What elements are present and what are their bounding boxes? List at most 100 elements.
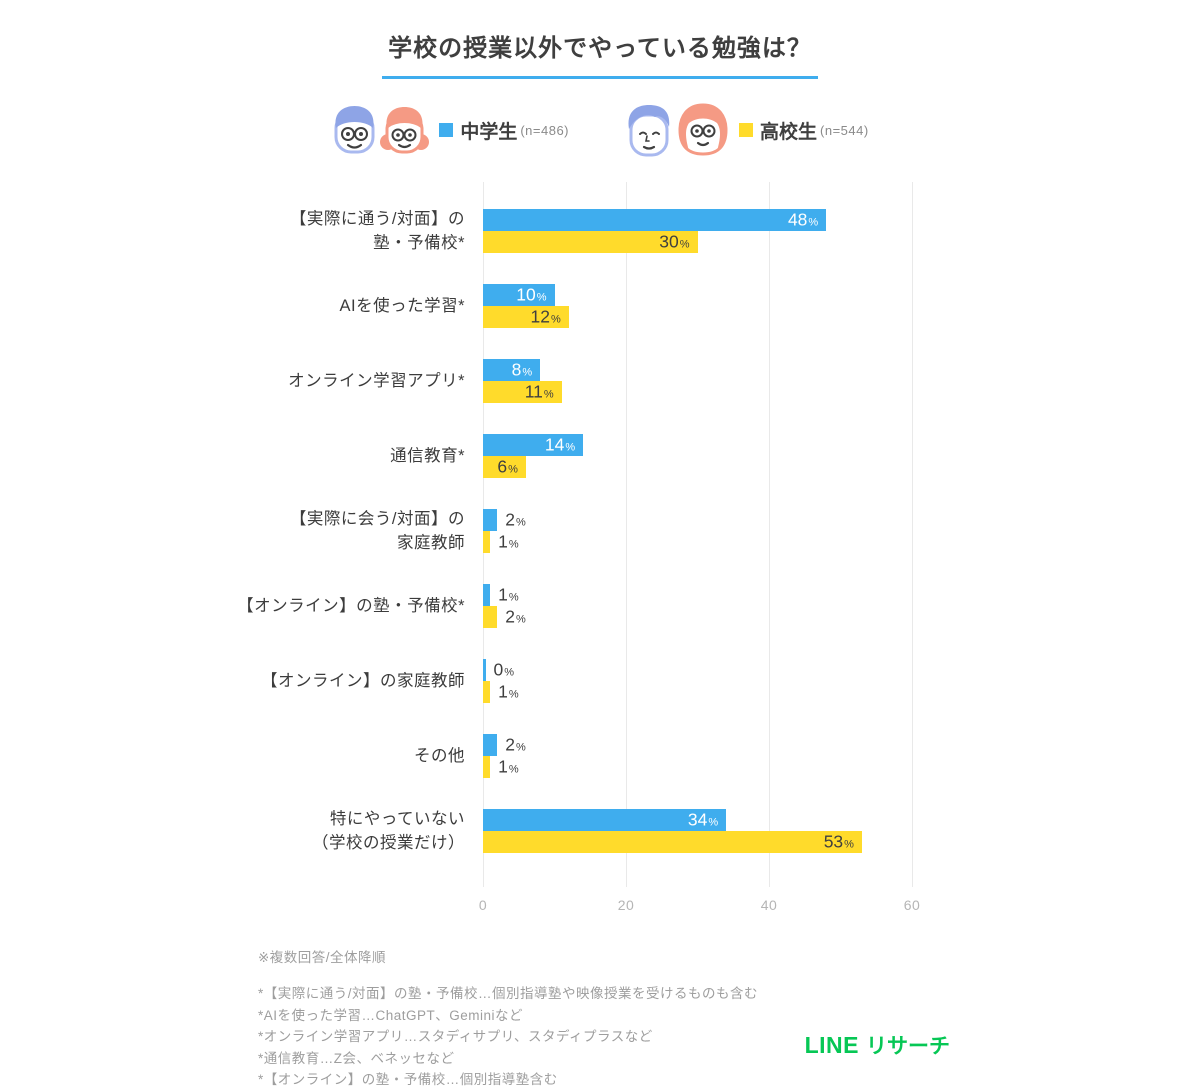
bar-中学生: 1% <box>483 584 519 606</box>
value-label: 2% <box>505 734 526 755</box>
middle-school-girl-icon <box>380 107 430 154</box>
high-school-boy-icon <box>628 105 670 157</box>
bar-row: 【実際に会う/対面】の 家庭教師 2% 1% <box>0 509 1200 584</box>
value-label: 8% <box>511 359 533 380</box>
value-label: 14% <box>544 434 576 455</box>
category-label: その他 <box>414 747 465 765</box>
bar-row: AIを使った学習* 10% 12% <box>0 284 1200 359</box>
bar-高校生: 1% <box>483 681 519 703</box>
legend-label-middle-school: 中学生 <box>460 121 518 143</box>
value-label: 11% <box>524 381 554 402</box>
bar-row: 通信教育* 14% 6% <box>0 434 1200 509</box>
chart-notes: ※複数回答/全体降順 *【実際に通う/対面】の塾・予備校…個別指導塾や映像授業を… <box>258 946 1200 1091</box>
legend-high-school: 高校生 (n=544) <box>625 103 869 157</box>
footnotes: *【実際に通う/対面】の塾・予備校…個別指導塾や映像授業を受けるものも含む *AI… <box>258 983 1200 1091</box>
x-axis-tick-label: 0 <box>478 897 488 913</box>
value-label: 12% <box>530 306 561 327</box>
legend-swatch-middle-school <box>439 123 454 137</box>
value-label: 2% <box>505 606 526 627</box>
chart-rows: 【実際に通う/対面】の 塾・予備校* 48% 30% AIを使った学習* 10% 12% オン… <box>0 182 1200 884</box>
bar-group: 10% 12% <box>483 284 1200 328</box>
bar-高校生: 12% <box>483 306 569 328</box>
bar-group: 2% 1% <box>483 509 1200 553</box>
footnote-line: *AIを使った学習…ChatGPT、Geminiなど <box>258 1007 524 1023</box>
header: 学校の授業以外でやっている勉強は？ <box>0 0 1200 79</box>
bar-中学生: 2% <box>483 509 526 531</box>
middle-school-boy-icon <box>334 106 375 154</box>
bar-中学生: 8% <box>483 359 541 381</box>
category-label: 【実際に会う/対面】の 家庭教師 <box>289 510 465 552</box>
x-axis-tick-label: 60 <box>903 897 921 913</box>
category-label: AIを使った学習* <box>339 297 465 315</box>
bar-row: オンライン学習アプリ* 8% 11% <box>0 359 1200 434</box>
bar-row: 【実際に通う/対面】の 塾・予備校* 48% 30% <box>0 209 1200 284</box>
legend-swatch-high-school <box>739 123 753 137</box>
line-research-logo: LINE リサーチ <box>805 1030 950 1060</box>
legend-n-high-school: (n=544) <box>820 122 869 138</box>
bar-中学生: 34% <box>483 809 727 831</box>
bar-高校生: 6% <box>483 456 526 478</box>
bar-row: 【オンライン】の家庭教師 0% 1% <box>0 659 1200 734</box>
x-axis-tick-label: 40 <box>760 897 778 913</box>
x-axis-tick-label: 20 <box>617 897 635 913</box>
footnote-line: *【実際に通う/対面】の塾・予備校…個別指導塾や映像授業を受けるものも含む <box>258 986 759 1001</box>
bar-中学生: 10% <box>483 284 555 306</box>
bar-group: 1% 2% <box>483 584 1200 628</box>
bar-group: 34% 53% <box>483 809 1200 853</box>
bar-row: その他 2% 1% <box>0 734 1200 809</box>
value-label: 1% <box>498 681 519 702</box>
bar-group: 14% 6% <box>483 434 1200 478</box>
category-label: 【オンライン】の塾・予備校* <box>237 597 465 615</box>
gridline <box>769 182 770 887</box>
legend-middle-school: 中学生 (n=486) <box>331 104 569 156</box>
value-label: 34% <box>687 809 719 830</box>
category-label: 特にやっていない （学校の授業だけ） <box>312 810 465 852</box>
category-label: 【オンライン】の家庭教師 <box>261 672 465 690</box>
value-label: 0% <box>493 659 515 680</box>
bar-group: 8% 11% <box>483 359 1200 403</box>
middle-school-students-icon <box>331 104 430 156</box>
bar-group: 2% 1% <box>483 734 1200 778</box>
gridline <box>912 182 913 887</box>
category-label: オンライン学習アプリ* <box>288 372 465 390</box>
bar-高校生: 53% <box>483 831 862 853</box>
value-label: 53% <box>823 831 854 852</box>
answer-type-note: ※複数回答/全体降順 <box>258 950 387 965</box>
value-label: 2% <box>505 509 526 530</box>
bar-中学生: 0% <box>483 659 514 681</box>
gridline <box>626 182 627 887</box>
legend-label-high-school: 高校生 <box>760 121 818 143</box>
bar-row: 【オンライン】の塾・予備校* 1% 2% <box>0 584 1200 659</box>
footnote-line: *オンライン学習アプリ…スタディサプリ、スタディプラスなど <box>258 1029 653 1044</box>
bar-group: 0% 1% <box>483 659 1200 703</box>
bar-高校生: 2% <box>483 606 526 628</box>
value-label: 1% <box>498 756 519 777</box>
bar-高校生: 30% <box>483 231 698 253</box>
high-school-students-icon <box>625 103 729 157</box>
bar-高校生: 1% <box>483 531 519 553</box>
logo-service-text: リサーチ <box>866 1035 950 1058</box>
bar-高校生: 1% <box>483 756 519 778</box>
value-label: 1% <box>498 584 519 605</box>
category-label: 【実際に通う/対面】の 塾・予備校* <box>289 210 465 252</box>
footnote-line: *通信教育…Z会、ベネッセなど <box>258 1050 455 1066</box>
bar-row: 特にやっていない （学校の授業だけ） 34% 53% <box>0 809 1200 884</box>
footnote-line: *【オンライン】の塾・予備校…個別指導塾含む <box>258 1072 558 1087</box>
logo-brand-text: LINE <box>804 1031 859 1058</box>
value-label: 6% <box>497 456 518 477</box>
bar-chart: 0 20 40 60 【実際に通う/対面】の 塾・予備校* 48% 30% AIを使った学習*… <box>0 182 1200 930</box>
value-label: 10% <box>516 284 547 305</box>
chart-legend: 中学生 (n=486) <box>0 103 1200 157</box>
legend-n-middle-school: (n=486) <box>520 122 569 138</box>
bar-高校生: 11% <box>483 381 562 403</box>
bar-中学生: 14% <box>483 434 584 456</box>
page-title: 学校の授業以外でやっている勉強は？ <box>382 28 818 79</box>
value-label: 48% <box>787 209 819 230</box>
bar-中学生: 48% <box>483 209 827 231</box>
bar-中学生: 2% <box>483 734 526 756</box>
category-label: 通信教育* <box>390 447 465 465</box>
value-label: 30% <box>659 231 690 252</box>
value-label: 1% <box>498 531 519 552</box>
bar-group: 48% 30% <box>483 209 1200 253</box>
